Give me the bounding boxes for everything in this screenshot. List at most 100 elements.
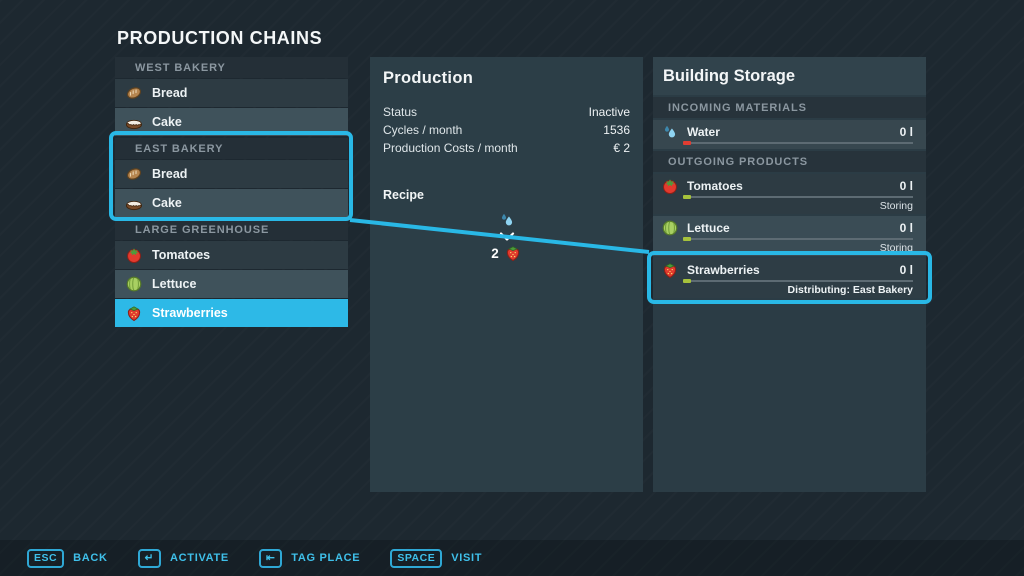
production-stats: Status Inactive Cycles / month 1536 Prod…	[383, 103, 630, 157]
strawberry-icon	[506, 246, 519, 262]
chain-item-label: Strawberries	[152, 306, 228, 320]
strawberry-icon	[663, 262, 677, 278]
chain-item-label: Bread	[152, 167, 188, 181]
page-title: PRODUCTION CHAINS	[117, 28, 323, 48]
storage-row-main: Lettuce 0 l	[653, 216, 926, 243]
section-east-bakery: EAST BAKERY Bread Cake	[109, 131, 353, 221]
storage-item-amount: 0 l	[899, 124, 913, 139]
enter-key-icon: ↵	[137, 548, 161, 568]
storage-item-label: Lettuce	[687, 220, 730, 235]
hint-label: BACK	[73, 552, 108, 564]
fill-level-bar	[683, 195, 913, 199]
chain-item-label: Lettuce	[152, 277, 197, 291]
storage-item-status: Storing	[879, 242, 913, 254]
recipe-output: 2	[491, 244, 522, 262]
strawberry-icon	[127, 306, 141, 322]
water-icon	[664, 125, 676, 137]
lettuce-icon	[662, 220, 678, 235]
lettuce-icon	[126, 276, 142, 292]
tomato-icon	[663, 178, 677, 194]
fill-level-indicator	[683, 237, 691, 241]
chain-item-label: Cake	[152, 196, 182, 210]
storage-row-main: Tomatoes 0 l	[653, 174, 926, 201]
fill-level-bar	[683, 279, 913, 283]
storage-row-main: Strawberries 0 l	[653, 258, 926, 285]
chain-item-label: Cake	[152, 115, 182, 129]
storage-item-label: Strawberries	[687, 262, 760, 277]
stat-label: Cycles / month	[383, 123, 463, 137]
storage-item-label: Tomatoes	[687, 178, 743, 193]
stat-label: Status	[383, 105, 418, 119]
section-title: EAST BAKERY	[135, 142, 224, 155]
fill-level-track	[683, 238, 913, 240]
hint-back[interactable]: ESC BACK	[27, 548, 108, 568]
section-header-east-bakery: EAST BAKERY	[115, 138, 348, 159]
fill-level-bar	[683, 237, 913, 241]
fill-level-bar	[683, 141, 913, 145]
production-panel: Production Status Inactive Cycles / mont…	[370, 57, 643, 492]
storage-item-status: Distributing: East Bakery	[787, 284, 913, 296]
storage-panel-title: Building Storage	[653, 57, 926, 95]
chain-item-lettuce[interactable]: Lettuce	[115, 270, 348, 298]
fill-level-indicator	[683, 141, 691, 145]
storage-header-text: OUTGOING PRODUCTS	[668, 155, 808, 168]
chain-item-label: Tomatoes	[152, 248, 211, 262]
fill-level-indicator	[683, 279, 691, 283]
storage-item-amount: 0 l	[899, 262, 913, 277]
hint-activate[interactable]: ↵ ACTIVATE	[137, 548, 229, 568]
fill-level-track	[683, 196, 913, 198]
storage-item-status: Storing	[879, 200, 913, 212]
storage-header-text: INCOMING MATERIALS	[668, 101, 807, 114]
hint-label: TAG PLACE	[291, 552, 361, 564]
stat-row-cycles: Cycles / month 1536	[383, 121, 630, 139]
storage-panel-title-text: Building Storage	[663, 66, 795, 85]
incoming-materials-header: INCOMING MATERIALS	[653, 97, 926, 118]
fill-level-track	[683, 142, 913, 144]
fill-level-indicator	[683, 195, 691, 199]
cake-icon	[126, 200, 142, 211]
stat-row-costs: Production Costs / month € 2	[383, 139, 630, 157]
stat-value: € 2	[613, 141, 630, 155]
storage-item-amount: 0 l	[899, 178, 913, 193]
cake-icon	[126, 119, 142, 130]
fill-level-track	[683, 280, 913, 282]
chain-item-label: Bread	[152, 86, 188, 100]
outgoing-products-header: OUTGOING PRODUCTS	[653, 151, 926, 172]
section-title: LARGE GREENHOUSE	[135, 223, 270, 236]
section-header-large-greenhouse: LARGE GREENHOUSE	[115, 219, 348, 240]
stat-value: 1536	[603, 123, 630, 137]
section-large-greenhouse: LARGE GREENHOUSE Tomatoes Lettuce Strawb…	[115, 219, 348, 327]
hotkey-bar: ESC BACK ↵ ACTIVATE ⇤ TAG PLACE SPACE VI…	[0, 540, 1024, 576]
recipe-output-quantity: 2	[491, 245, 499, 261]
chain-item-tomatoes[interactable]: Tomatoes	[115, 241, 348, 269]
hint-label: VISIT	[451, 552, 483, 564]
water-icon	[501, 213, 512, 226]
chain-item-strawberries[interactable]: Strawberries	[115, 299, 348, 327]
storage-item-amount: 0 l	[899, 220, 913, 235]
chain-item-west-cake[interactable]: Cake	[115, 108, 348, 136]
recipe-diagram: 2	[383, 211, 630, 262]
hint-visit[interactable]: SPACE VISIT	[390, 548, 483, 568]
chevron-down-icon	[499, 232, 514, 241]
storage-row-tomatoes[interactable]: Tomatoes 0 l Storing	[653, 174, 926, 214]
esc-key-icon: ESC	[27, 548, 65, 568]
chain-item-west-bread[interactable]: Bread	[115, 79, 348, 107]
storage-row-lettuce[interactable]: Lettuce 0 l Storing	[653, 216, 926, 256]
hint-label: ACTIVATE	[169, 552, 229, 564]
section-header-west-bakery: WEST BAKERY	[115, 57, 348, 78]
stat-value: Inactive	[588, 105, 630, 119]
storage-row-water: Water 0 l	[653, 120, 926, 149]
building-storage-panel: Building Storage INCOMING MATERIALS Wate…	[647, 57, 932, 492]
chain-item-east-cake[interactable]: Cake	[115, 189, 348, 217]
tab-key-icon: ⇤	[258, 548, 283, 568]
storage-row-strawberries[interactable]: Strawberries 0 l Distributing: East Bake…	[647, 251, 932, 304]
recipe-heading: Recipe	[383, 188, 424, 202]
chain-item-east-bread[interactable]: Bread	[115, 160, 348, 188]
hint-tag-place[interactable]: ⇤ TAG PLACE	[258, 548, 361, 568]
bread-icon	[125, 85, 143, 101]
space-key-icon: SPACE	[390, 548, 443, 568]
production-chains-list: WEST BAKERY Bread Cake EAST BAKERY Bread…	[109, 57, 353, 329]
tomato-icon	[127, 247, 141, 263]
production-panel-title: Production	[383, 69, 474, 87]
bread-icon	[125, 166, 143, 182]
